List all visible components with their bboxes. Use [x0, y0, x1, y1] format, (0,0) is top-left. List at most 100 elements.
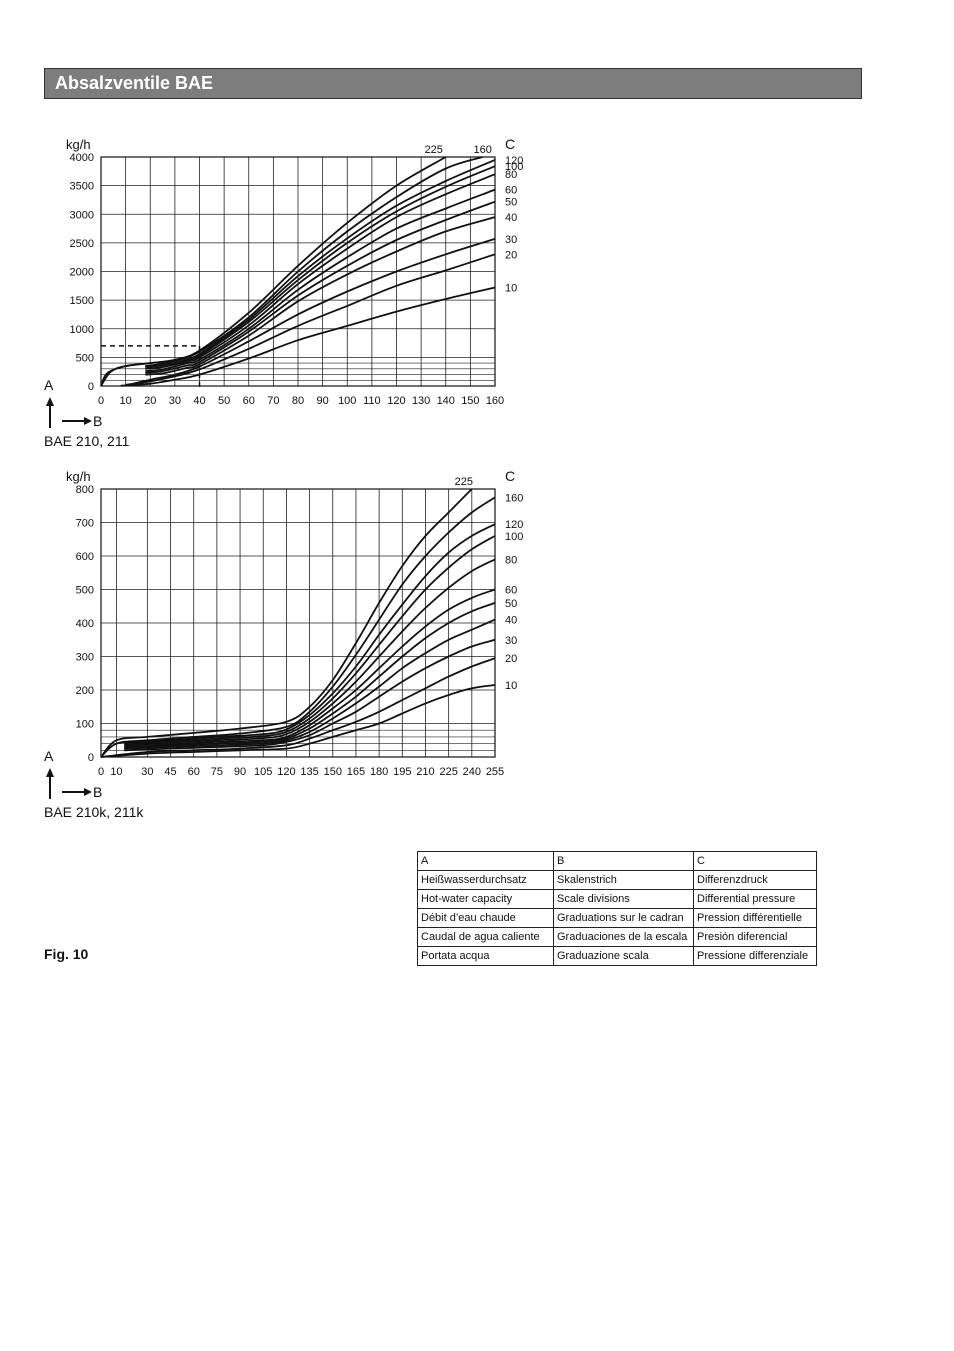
x-tick-label: 70: [267, 395, 279, 407]
legend-table: A B C Heißwasserdurchsatz Skalenstrich D…: [417, 851, 817, 966]
x-tick-label: 120: [277, 766, 295, 778]
series-line-60: [145, 188, 496, 372]
series-line-40: [145, 216, 496, 376]
series-axis-label: C: [505, 136, 515, 152]
y-tick-label: 3000: [70, 209, 94, 221]
figure-label: Fig. 10: [44, 946, 89, 962]
x-tick-label: 130: [412, 395, 430, 407]
x-tick-label: 210: [416, 766, 434, 778]
table-row: Portata acqua Graduazione scala Pression…: [417, 946, 817, 966]
series-line-20: [100, 657, 496, 758]
x-tick-label: 160: [486, 395, 504, 407]
series-line-80: [145, 173, 496, 370]
series-label: 120: [505, 519, 523, 531]
x-tick-label: 150: [324, 766, 342, 778]
y-tick-label: 800: [76, 484, 94, 496]
x-tick-label: 10: [120, 395, 132, 407]
series-label: 50: [505, 197, 517, 209]
plot-frame: [100, 156, 496, 387]
series-line-120: [124, 523, 496, 744]
y-tick-label: 100: [76, 719, 94, 731]
x-tick-label: 105: [254, 766, 272, 778]
axis-b-label: B: [93, 784, 102, 800]
chart-1: 0 10 20 30 40 50 60 70 80 90 100 110 120 130 140 150 160…: [44, 136, 523, 429]
series-label: 10: [505, 680, 517, 692]
axis-a-arrowhead: [46, 397, 54, 406]
table-cell: Heißwasserdurchsatz: [417, 870, 554, 890]
x-tick-label: 90: [234, 766, 246, 778]
table-cell: Graduations sur le cadran: [553, 908, 694, 928]
y-tick-label: 0: [88, 381, 94, 393]
y-tick-label: 400: [76, 618, 94, 630]
table-header-a: A: [417, 851, 554, 871]
y-axis-unit-label: kg/h: [66, 137, 91, 152]
table-header-c: C: [693, 851, 817, 871]
table-cell: Graduaciones de la escala: [553, 927, 694, 947]
y-tick-label: 1000: [70, 324, 94, 336]
axis-b-arrowhead: [84, 788, 92, 796]
series-line-40: [124, 618, 496, 750]
x-tick-label: 180: [370, 766, 388, 778]
series-label: 60: [505, 585, 517, 597]
table-cell: Hot-water capacity: [417, 889, 554, 909]
series-label: 50: [505, 598, 517, 610]
series-line-160: [100, 496, 496, 758]
x-tick-label: 60: [188, 766, 200, 778]
series-label: 60: [505, 185, 517, 197]
x-tick-label: 30: [141, 766, 153, 778]
page-title: Absalzventile BAE: [55, 73, 214, 93]
table-row: Hot-water capacity Scale divisions Diffe…: [417, 889, 817, 909]
series-label: 10: [505, 283, 517, 295]
table-header-b: B: [553, 851, 694, 871]
x-tick-label: 40: [193, 395, 205, 407]
x-tick-label: 110: [363, 395, 381, 407]
series-label: 40: [505, 212, 517, 224]
x-tick-label: 60: [243, 395, 255, 407]
table-cell: Pression différentielle: [693, 908, 817, 928]
table-cell: Scale divisions: [553, 889, 694, 909]
series-label: 30: [505, 635, 517, 647]
series-line-20: [125, 253, 496, 386]
x-tick-label: 120: [387, 395, 405, 407]
x-tick-label: 20: [144, 395, 156, 407]
series-label: 160: [474, 144, 492, 156]
y-tick-label: 4000: [70, 152, 94, 164]
y-tick-label: 500: [76, 585, 94, 597]
x-tick-label: 90: [317, 395, 329, 407]
series-label: 30: [505, 234, 517, 246]
chart2-caption: BAE 210k, 211k: [44, 804, 144, 820]
table-row: Heißwasserdurchsatz Skalenstrich Differe…: [417, 870, 817, 890]
table-header-row: A B C: [417, 851, 817, 871]
axis-a-label: A: [44, 377, 54, 393]
series-label: 225: [425, 144, 443, 156]
table-cell: Pressione differenziale: [693, 946, 817, 966]
series-label: 80: [505, 169, 517, 181]
x-tick-label: 80: [292, 395, 304, 407]
x-tick-label: 140: [437, 395, 455, 407]
x-tick-label: 10: [110, 766, 122, 778]
y-tick-label: 200: [76, 685, 94, 697]
y-tick-label: 0: [88, 752, 94, 764]
x-tick-label: 100: [338, 395, 356, 407]
axis-b-label: B: [93, 413, 102, 429]
table-row: Débit d’eau chaude Graduations sur le ca…: [417, 908, 817, 928]
axis-b-arrowhead: [84, 417, 92, 425]
axis-a-label: A: [44, 748, 54, 764]
chart-2: 0 10 30 45 60 75 90 105 120 135 150 165 180 195 210 225…: [44, 468, 523, 800]
series-label: 20: [505, 653, 517, 665]
series-label: 20: [505, 249, 517, 261]
x-tick-label: 135: [300, 766, 318, 778]
y-tick-label: 500: [76, 352, 94, 364]
series-line-100: [145, 165, 496, 368]
series-line-30: [130, 238, 496, 386]
series-line-50: [145, 200, 496, 374]
y-tick-label: 1500: [70, 295, 94, 307]
y-tick-label: 700: [76, 518, 94, 530]
series-line-100: [124, 535, 496, 745]
axis-a-arrowhead: [46, 768, 54, 777]
table-row: Caudal de agua caliente Graduaciones de …: [417, 927, 817, 947]
x-tick-label: 255: [486, 766, 504, 778]
table-cell: Skalenstrich: [553, 870, 694, 890]
